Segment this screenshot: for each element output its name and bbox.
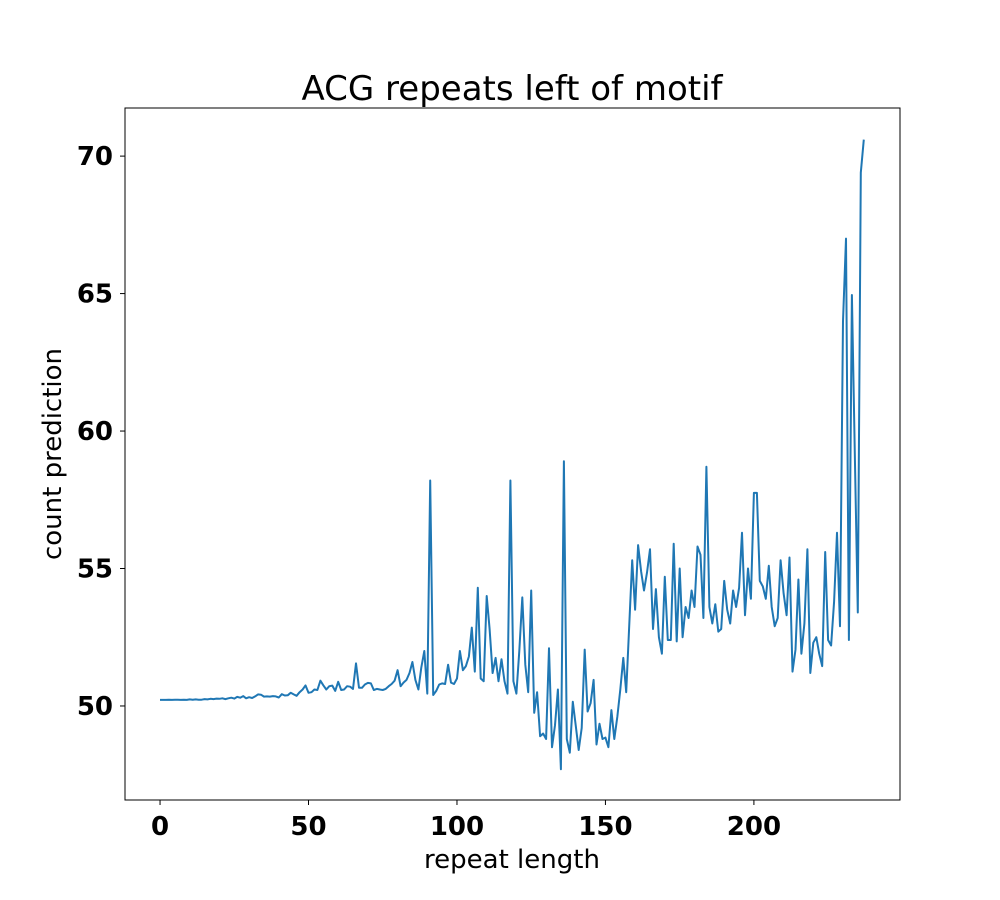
y-tick-label: 50 bbox=[77, 692, 113, 722]
x-axis-label: repeat length bbox=[424, 845, 600, 875]
y-axis: 50 55 60 65 70 bbox=[77, 142, 125, 722]
x-tick-label: 100 bbox=[430, 812, 484, 842]
chart-title: ACG repeats left of motif bbox=[301, 69, 723, 109]
y-tick-label: 65 bbox=[77, 280, 113, 310]
plot-area-frame bbox=[124, 107, 901, 801]
x-tick-label: 0 bbox=[151, 812, 169, 842]
x-tick-label: 200 bbox=[727, 812, 781, 842]
y-axis-label: count prediction bbox=[38, 348, 68, 560]
series-line bbox=[160, 139, 865, 771]
y-tick-label: 70 bbox=[77, 142, 113, 172]
x-axis: 0 50 100 150 200 bbox=[151, 800, 781, 842]
x-tick-label: 50 bbox=[290, 812, 326, 842]
y-tick-label: 55 bbox=[77, 555, 113, 585]
y-tick-label: 60 bbox=[77, 417, 113, 447]
x-tick-label: 150 bbox=[578, 812, 632, 842]
